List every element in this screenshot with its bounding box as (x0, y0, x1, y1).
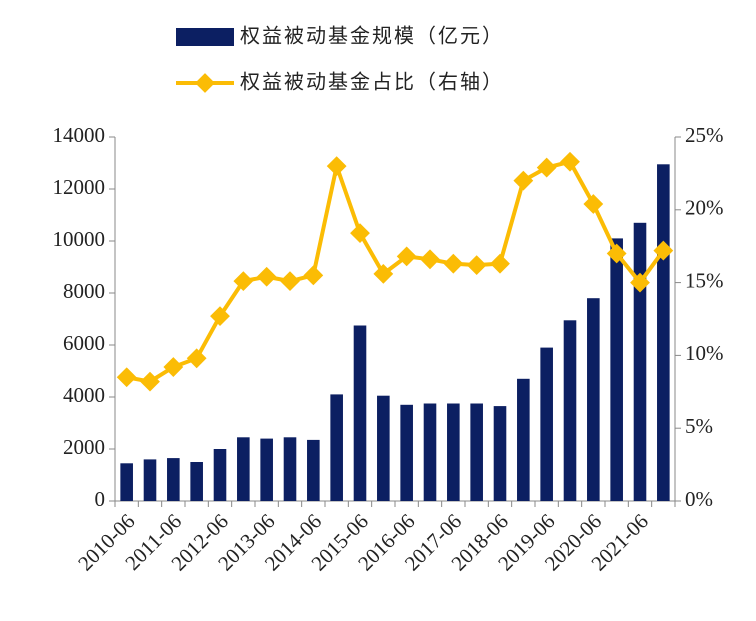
bar (610, 238, 623, 501)
bar (377, 395, 390, 501)
y-tick-label: 10000 (53, 227, 106, 251)
marker (536, 157, 557, 178)
y-tick-label: 8000 (63, 279, 105, 303)
marker (233, 271, 254, 292)
marker (256, 266, 277, 287)
bar (563, 320, 577, 501)
y-tick-label: 0 (95, 487, 106, 511)
bar (587, 298, 600, 501)
legend-label: 权益被动基金占比（右轴） (240, 70, 504, 94)
y2-tick-label: 20% (685, 196, 724, 220)
y-tick-label: 2000 (63, 435, 105, 459)
marker (373, 263, 394, 284)
bar (143, 459, 157, 501)
bar (190, 462, 203, 501)
bar (517, 378, 530, 501)
marker (116, 367, 137, 388)
bar (237, 437, 250, 501)
marker (326, 156, 347, 177)
marker (186, 348, 207, 369)
y2-tick-label: 15% (685, 268, 724, 292)
bar (260, 438, 273, 501)
bar (400, 404, 413, 501)
bar (540, 347, 553, 501)
y2-tick-label: 5% (685, 414, 713, 438)
bar (657, 164, 670, 502)
marker (280, 271, 300, 292)
bar (633, 222, 647, 502)
marker (466, 255, 487, 276)
line (126, 159, 665, 384)
bar (353, 325, 367, 501)
marker (443, 253, 464, 274)
bar (213, 449, 227, 501)
bar (283, 437, 297, 501)
marker (303, 265, 324, 286)
marker (163, 357, 184, 377)
marker (560, 151, 580, 172)
bar (423, 403, 437, 501)
y-tick-label: 12000 (53, 175, 106, 199)
bar (120, 463, 133, 501)
marker (583, 194, 604, 214)
legend-swatch (195, 73, 215, 93)
bar (167, 458, 180, 501)
bar (493, 406, 507, 501)
y-tick-label: 4000 (63, 383, 105, 407)
y2-tick-label: 25% (685, 123, 724, 147)
bar (447, 403, 460, 501)
y-tick-label: 14000 (53, 123, 106, 147)
marker (420, 249, 440, 270)
marker (396, 246, 417, 267)
marker (630, 272, 650, 293)
bar (330, 394, 343, 501)
marker (210, 306, 230, 326)
marker (140, 371, 160, 392)
marker (513, 170, 534, 191)
legend-label: 权益被动基金规模（亿元） (240, 24, 504, 48)
legend-swatch (176, 28, 234, 46)
marker (350, 223, 370, 243)
bar (307, 439, 320, 501)
y2-tick-label: 0% (685, 487, 713, 511)
y2-tick-label: 10% (685, 341, 724, 365)
y-tick-label: 6000 (63, 331, 105, 355)
bar (470, 403, 483, 501)
marker (490, 253, 510, 274)
